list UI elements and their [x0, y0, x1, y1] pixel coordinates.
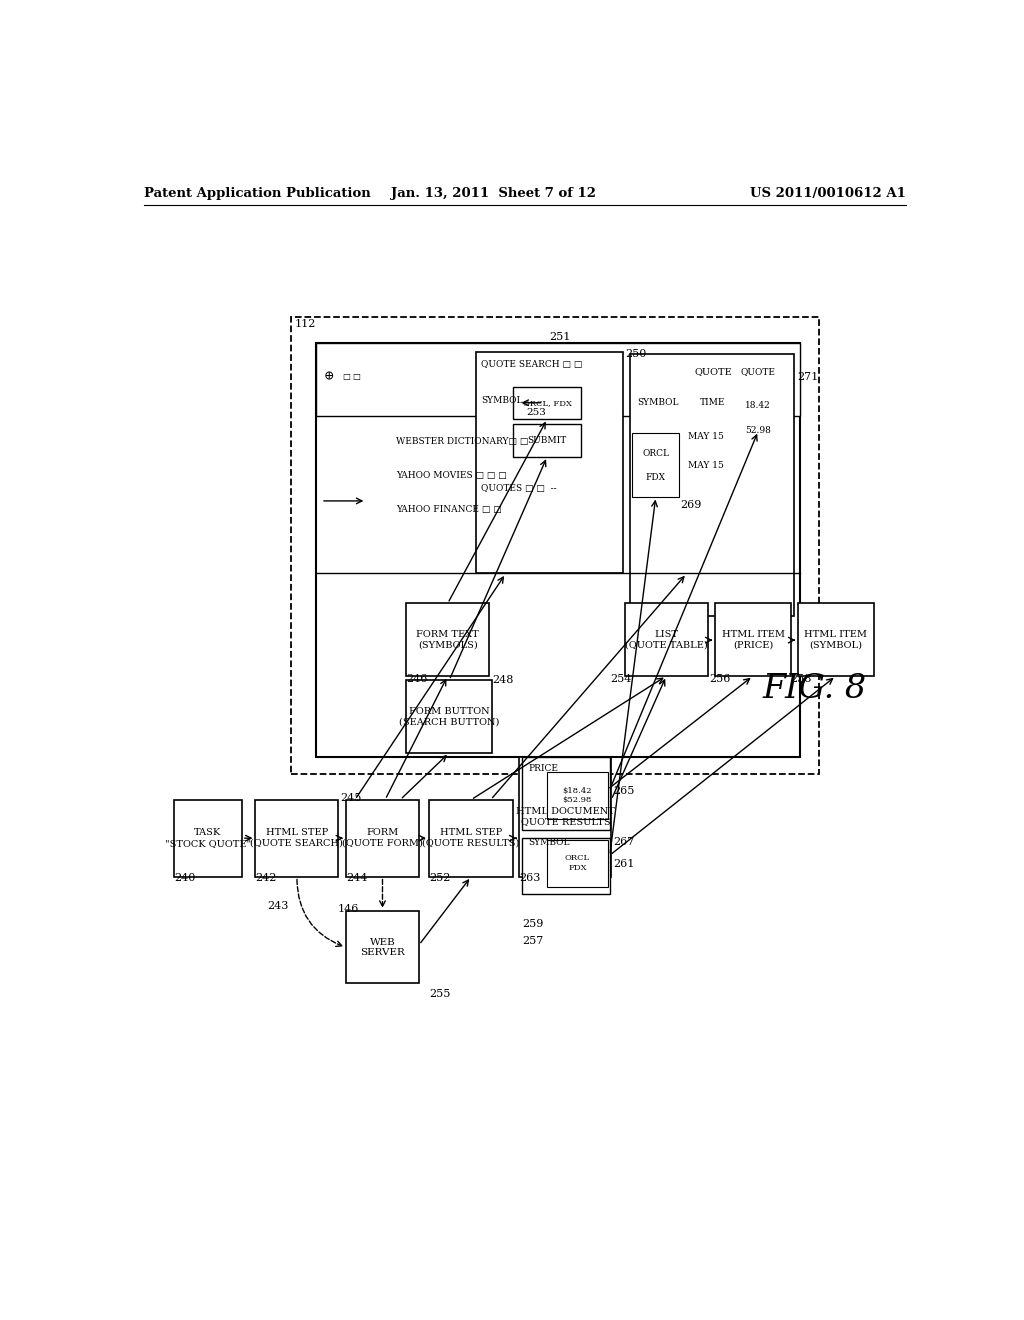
- Bar: [346, 800, 419, 876]
- Bar: [522, 758, 610, 830]
- Text: 244: 244: [346, 874, 368, 883]
- Text: 240: 240: [174, 874, 196, 883]
- Bar: [291, 317, 818, 774]
- Text: SUBMIT: SUBMIT: [527, 436, 567, 445]
- Text: 269: 269: [681, 500, 702, 511]
- Text: FORM TEXT
(SYMBOLS): FORM TEXT (SYMBOLS): [417, 631, 479, 649]
- Text: 256: 256: [710, 673, 731, 684]
- Text: Jan. 13, 2011  Sheet 7 of 12: Jan. 13, 2011 Sheet 7 of 12: [390, 187, 596, 201]
- Text: QUOTE: QUOTE: [740, 367, 776, 376]
- Bar: [315, 343, 800, 416]
- Bar: [625, 603, 708, 676]
- Text: 254: 254: [610, 673, 631, 684]
- Text: HTML DOCUMENT
QUOTE RESULTS: HTML DOCUMENT QUOTE RESULTS: [516, 807, 614, 826]
- Text: HTML ITEM
(SYMBOL): HTML ITEM (SYMBOL): [805, 631, 867, 649]
- Text: MAY 15: MAY 15: [687, 461, 724, 470]
- Text: □: □: [352, 374, 360, 381]
- Text: 252: 252: [429, 874, 451, 883]
- Text: 258: 258: [791, 673, 812, 684]
- Text: FORM BUTTON
(SEARCH BUTTON): FORM BUTTON (SEARCH BUTTON): [399, 708, 500, 726]
- Text: 52.98: 52.98: [745, 426, 771, 436]
- Text: QUOTE SEARCH □ □: QUOTE SEARCH □ □: [481, 360, 583, 368]
- Text: 248: 248: [493, 676, 514, 685]
- Text: WEB
SERVER: WEB SERVER: [360, 937, 404, 957]
- Bar: [407, 680, 493, 752]
- Text: 253: 253: [526, 408, 546, 417]
- Text: 112: 112: [295, 319, 316, 329]
- Text: ORCL: ORCL: [642, 450, 670, 458]
- Text: 261: 261: [612, 859, 634, 869]
- Text: Patent Application Publication: Patent Application Publication: [143, 187, 371, 201]
- Text: 246: 246: [407, 673, 428, 684]
- Text: 271: 271: [797, 372, 818, 381]
- Text: YAHOO FINANCE □ □: YAHOO FINANCE □ □: [396, 506, 502, 513]
- Text: SYMBOL: SYMBOL: [528, 838, 570, 847]
- Text: FIG. 8: FIG. 8: [763, 673, 867, 705]
- Text: FDX: FDX: [646, 474, 666, 482]
- Bar: [716, 603, 791, 676]
- Text: LIST
(QUOTE TABLE): LIST (QUOTE TABLE): [625, 631, 708, 649]
- Text: 146: 146: [338, 904, 359, 913]
- Text: □: □: [342, 374, 350, 381]
- Bar: [255, 800, 338, 876]
- Text: 18.42: 18.42: [745, 401, 771, 409]
- Bar: [315, 343, 800, 758]
- Text: 255: 255: [429, 990, 451, 999]
- Bar: [513, 424, 582, 457]
- Bar: [346, 911, 419, 983]
- Text: SYMBOL: SYMBOL: [638, 399, 679, 408]
- Text: MAY 15: MAY 15: [687, 433, 724, 441]
- Text: 259: 259: [522, 919, 544, 928]
- Text: ⊕: ⊕: [324, 371, 334, 384]
- Text: FORM
(QUOTE FORM): FORM (QUOTE FORM): [342, 829, 423, 847]
- Bar: [799, 603, 873, 676]
- Text: 250: 250: [625, 348, 646, 359]
- Text: ORCL
FDX: ORCL FDX: [565, 854, 590, 871]
- Text: SYMBOL: SYMBOL: [481, 396, 522, 405]
- Text: PRICE: PRICE: [528, 764, 558, 772]
- Text: ORCL, FDX: ORCL, FDX: [522, 399, 571, 407]
- Text: HTML ITEM
(PRICE): HTML ITEM (PRICE): [722, 631, 784, 649]
- Bar: [407, 603, 489, 676]
- Text: 242: 242: [255, 874, 276, 883]
- Text: US 2011/0010612 A1: US 2011/0010612 A1: [750, 187, 905, 201]
- Bar: [522, 838, 610, 894]
- Bar: [174, 800, 242, 876]
- Text: QUOTES □ □  --: QUOTES □ □ --: [481, 483, 556, 492]
- Bar: [475, 351, 623, 573]
- Text: HTML STEP
(QUOTE SEARCH): HTML STEP (QUOTE SEARCH): [251, 829, 343, 847]
- Text: 263: 263: [519, 874, 541, 883]
- Bar: [630, 354, 794, 616]
- Bar: [547, 772, 607, 820]
- Text: TIME: TIME: [700, 399, 726, 408]
- Text: 251: 251: [550, 333, 570, 342]
- Bar: [633, 433, 679, 496]
- Text: 267: 267: [612, 837, 634, 847]
- Text: WEBSTER DICTIONARY□ □: WEBSTER DICTIONARY□ □: [396, 437, 528, 446]
- Text: QUOTE: QUOTE: [694, 367, 732, 376]
- Text: 257: 257: [522, 936, 544, 945]
- Bar: [513, 387, 582, 418]
- Text: 243: 243: [267, 902, 289, 912]
- Bar: [519, 758, 611, 876]
- Text: TASK
"STOCK QUOTE": TASK "STOCK QUOTE": [165, 829, 251, 847]
- Text: 245: 245: [340, 793, 361, 803]
- Text: $18.42
$52.98: $18.42 $52.98: [562, 787, 592, 804]
- Bar: [429, 800, 513, 876]
- Text: HTML STEP
(QUOTE RESULTS): HTML STEP (QUOTE RESULTS): [422, 829, 520, 847]
- Text: YAHOO MOVIES □ □ □: YAHOO MOVIES □ □ □: [396, 471, 507, 479]
- Text: 265: 265: [612, 787, 634, 796]
- Bar: [547, 840, 607, 887]
